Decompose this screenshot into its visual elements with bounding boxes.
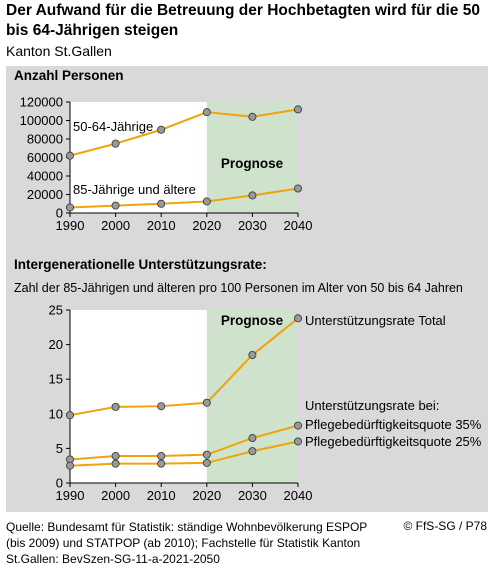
series-line [69,424,299,461]
y-tick-label: 20 [49,337,63,352]
data-point [248,112,257,121]
data-point [248,434,257,443]
data-point [202,197,211,206]
y-tick-label: 10 [49,406,63,421]
y-tick-label: 80000 [27,132,63,147]
data-point [248,447,257,456]
series-line [69,440,299,467]
page-title: Der Aufwand für die Betreuung der Hochbe… [6,2,480,39]
data-point [157,199,166,208]
data-point [111,139,120,148]
series-line [69,187,299,209]
chart2-subtitle: Zahl der 85-Jährigen und älteren pro 100… [14,281,463,295]
y-tick-label: 5 [56,441,63,456]
series-label: 50-64-Jährige [73,119,153,134]
y-tick-label: 60000 [27,150,63,165]
source-note: Quelle: Bundesamt für Statistik: ständig… [6,520,368,566]
x-tick-label: 2020 [192,218,221,233]
chart2-title: Intergenerationelle Unterstützungsrate: [14,257,267,272]
series-label: Unterstützungsrate Total [305,313,446,328]
x-tick-label: 1990 [56,218,85,233]
page-subtitle: Kanton St.Gallen [6,43,112,59]
forecast-label: Prognose [221,313,284,328]
data-point [111,402,120,411]
copyright-note: © FfS-SG / P78 [403,519,487,533]
data-point [157,402,166,411]
data-point [293,184,302,193]
data-point [248,350,257,359]
data-point [293,105,302,114]
series-label: 85-Jährige und ältere [73,182,196,197]
data-point [202,108,211,117]
data-point [66,203,75,212]
data-point [157,459,166,468]
y-tick-label: 20000 [27,187,63,202]
data-point [157,452,166,461]
data-point [111,459,120,468]
y-tick-label: 100000 [20,113,63,128]
y-tick-label: 15 [49,372,63,387]
data-point [66,461,75,470]
y-tick-label: 25 [49,303,63,318]
data-point [293,421,302,430]
x-tick-label: 2040 [284,488,313,503]
x-tick-label: 1990 [56,488,85,503]
data-point [248,191,257,200]
x-tick-label: 2000 [101,488,130,503]
x-tick-label: 2030 [238,218,267,233]
x-tick-label: 2040 [284,218,313,233]
data-point [111,452,120,461]
x-tick-label: 2020 [192,488,221,503]
x-tick-label: 2030 [238,488,267,503]
x-tick-label: 2000 [101,218,130,233]
data-point [293,437,302,446]
x-tick-label: 2010 [147,488,176,503]
y-tick-label: 0 [56,476,63,491]
forecast-band [206,310,298,483]
chart1-title: Anzahl Personen [14,68,124,83]
y-tick-label: 0 [56,206,63,221]
series-line [69,317,299,417]
x-tick-label: 2010 [147,218,176,233]
y-tick-label: 120000 [20,95,63,110]
data-point [202,450,211,459]
data-point [66,411,75,420]
series-label: Pflegebedürftigkeitsquote 25% [305,434,482,449]
forecast-label: Prognose [221,156,284,171]
data-point [66,151,75,160]
y-tick-label: 40000 [27,169,63,184]
series-label: Pflegebedürftigkeitsquote 35% [305,417,482,432]
data-point [202,458,211,467]
annotation-label: Unterstützungsrate bei: [305,398,439,413]
series-line [69,108,299,157]
data-point [111,201,120,210]
data-point [202,398,211,407]
data-point [157,125,166,134]
data-point [293,314,302,323]
